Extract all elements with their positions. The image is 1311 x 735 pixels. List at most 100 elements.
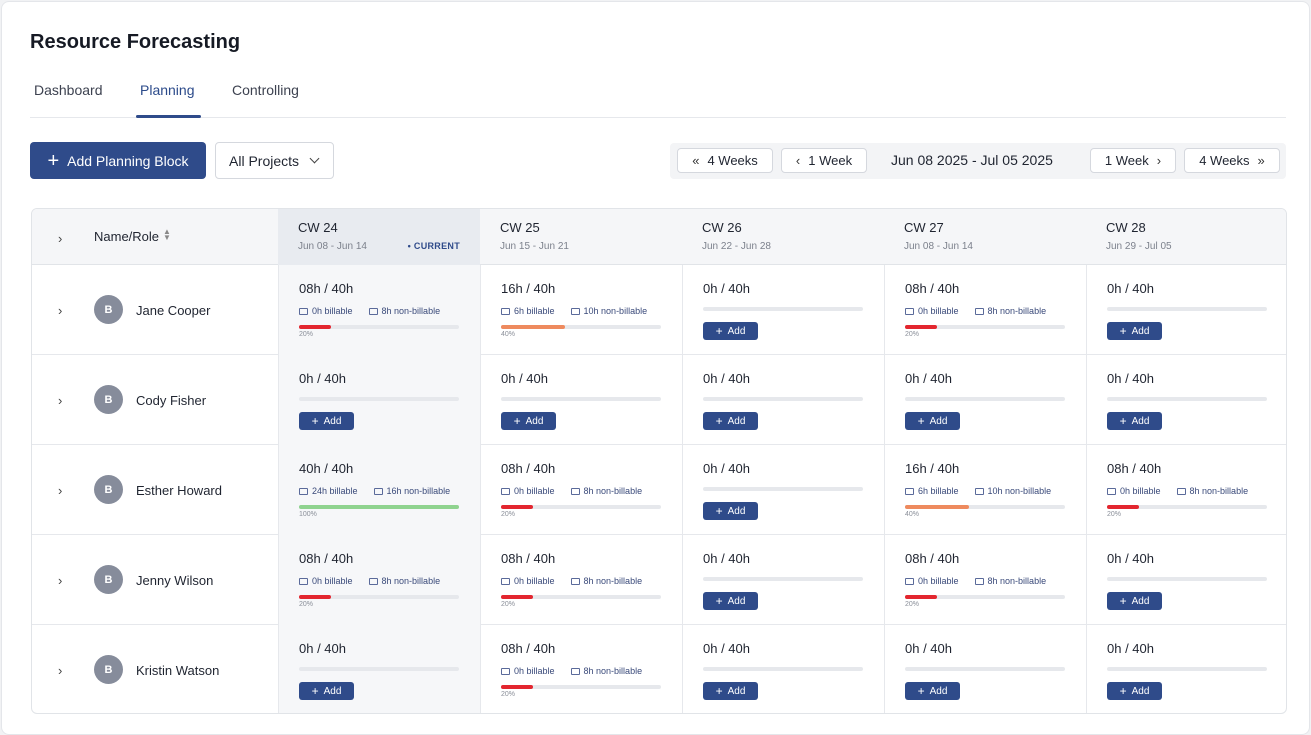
utilization-bar [703, 397, 863, 401]
active-tab-indicator [136, 115, 201, 118]
name-role-label: Name/Role [94, 229, 160, 244]
add-allocation-button[interactable]: + Add [703, 682, 758, 700]
plus-icon: + [917, 414, 925, 428]
expand-all-chevron-icon[interactable]: › [58, 231, 63, 246]
utilization-fill [299, 325, 331, 329]
tab-controlling[interactable]: Controlling [232, 82, 299, 98]
add-allocation-button[interactable]: + Add [1107, 322, 1162, 340]
planned-hours: 0h / 40h [703, 551, 750, 566]
utilization-percent: 20% [905, 601, 920, 608]
utilization-bar [905, 325, 1065, 329]
utilization-fill [501, 325, 565, 329]
utilization-bar [1107, 667, 1267, 671]
forward-4-weeks-button[interactable]: 4 Weeks » [1184, 148, 1280, 173]
add-planning-block-button[interactable]: + Add Planning Block [30, 142, 206, 179]
back-1-week-button[interactable]: ‹ 1 Week [781, 148, 867, 173]
billable-breakdown: 6h billable 10h non-billable [905, 486, 1051, 496]
expand-row-chevron-icon[interactable]: › [58, 573, 63, 588]
non-billable-icon [368, 578, 378, 585]
week-cell: 40h / 40h 24h billable 16h non-billable 100… [278, 445, 480, 535]
forward-4-weeks-label: 4 Weeks [1199, 153, 1250, 168]
week-dates: Jun 22 - Jun 28 [702, 241, 771, 252]
person-name: Jenny Wilson [136, 573, 214, 588]
person-name: Esther Howard [136, 483, 222, 498]
week-cell: 0h / 40h + Add [480, 355, 682, 445]
week-cell: 0h / 40h + Add [682, 535, 884, 625]
add-allocation-button[interactable]: + Add [299, 412, 354, 430]
add-allocation-button[interactable]: + Add [905, 412, 960, 430]
planned-hours: 0h / 40h [299, 641, 346, 656]
tab-dashboard[interactable]: Dashboard [34, 82, 103, 98]
week-header-1: CW 24 Jun 08 - Jun 14 • CURRENT [278, 209, 480, 265]
week-cell: 16h / 40h 6h billable 10h non-billable 40% [884, 445, 1086, 535]
billable-breakdown: 0h billable 8h non-billable [299, 306, 440, 316]
utilization-bar [501, 505, 661, 509]
planned-hours: 16h / 40h [905, 461, 960, 476]
week-cell: 08h / 40h 0h billable 8h non-billable 20% [480, 445, 682, 535]
add-allocation-button[interactable]: + Add [1107, 682, 1162, 700]
week-number: CW 28 [1106, 220, 1146, 235]
utilization-fill [501, 685, 533, 689]
tab-bar: Dashboard Planning Controlling [30, 72, 1286, 118]
utilization-percent: 20% [299, 601, 314, 608]
expand-row-chevron-icon[interactable]: › [58, 303, 63, 318]
add-allocation-button[interactable]: + Add [501, 412, 556, 430]
non-billable-hours: 8h non-billable [381, 576, 441, 586]
expand-row-chevron-icon[interactable]: › [58, 393, 63, 408]
billable-breakdown: 0h billable 8h non-billable [501, 576, 642, 586]
billable-hours: 0h billable [514, 666, 555, 676]
week-cell: 08h / 40h 0h billable 8h non-billable 20% [1086, 445, 1286, 535]
name-role-column-header[interactable]: Name/Role ▲ ▼ [94, 228, 171, 245]
plus-icon: + [47, 149, 60, 172]
add-allocation-button[interactable]: + Add [703, 502, 758, 520]
table-row: › B Jane Cooper 08h / 40h 0h billable 8h non-… [32, 265, 1286, 355]
non-billable-hours: 10h non-billable [583, 306, 648, 316]
tab-planning[interactable]: Planning [140, 82, 195, 98]
add-allocation-button[interactable]: + Add [1107, 592, 1162, 610]
add-allocation-button[interactable]: + Add [703, 412, 758, 430]
planned-hours: 0h / 40h [703, 281, 750, 296]
billable-breakdown: 0h billable 8h non-billable [1107, 486, 1248, 496]
add-allocation-button[interactable]: + Add [703, 592, 758, 610]
billable-breakdown: 0h billable 8h non-billable [905, 306, 1046, 316]
utilization-bar [1107, 397, 1267, 401]
billable-hours: 6h billable [918, 486, 959, 496]
utilization-bar [501, 397, 661, 401]
back-4-weeks-label: 4 Weeks [707, 153, 758, 168]
non-billable-hours: 8h non-billable [381, 306, 441, 316]
utilization-bar [501, 325, 661, 329]
avatar: B [94, 385, 123, 414]
billable-hours: 0h billable [918, 306, 959, 316]
week-cell: 0h / 40h + Add [884, 355, 1086, 445]
planned-hours: 08h / 40h [905, 281, 960, 296]
week-dates: Jun 29 - Jul 05 [1106, 241, 1172, 252]
forward-1-week-button[interactable]: 1 Week › [1090, 148, 1176, 173]
utilization-bar [703, 667, 863, 671]
avatar: B [94, 655, 123, 684]
add-allocation-button[interactable]: + Add [905, 682, 960, 700]
week-cell: 0h / 40h + Add [278, 625, 480, 713]
non-billable-hours: 8h non-billable [583, 666, 643, 676]
utilization-bar [905, 595, 1065, 599]
week-cell: 0h / 40h + Add [1086, 355, 1286, 445]
add-allocation-button[interactable]: + Add [299, 682, 354, 700]
utilization-fill [905, 505, 969, 509]
utilization-fill [905, 325, 937, 329]
non-billable-icon [974, 578, 984, 585]
billable-icon [905, 578, 914, 585]
week-cell: 0h / 40h + Add [682, 265, 884, 355]
add-allocation-button[interactable]: + Add [1107, 412, 1162, 430]
billable-icon [1107, 488, 1116, 495]
projects-select[interactable]: All Projects [215, 142, 334, 179]
add-allocation-button[interactable]: + Add [703, 322, 758, 340]
planned-hours: 0h / 40h [1107, 551, 1154, 566]
back-4-weeks-button[interactable]: « 4 Weeks [677, 148, 773, 173]
expand-row-chevron-icon[interactable]: › [58, 663, 63, 678]
non-billable-icon [1176, 488, 1186, 495]
utilization-bar [299, 325, 459, 329]
utilization-bar [299, 505, 459, 509]
expand-row-chevron-icon[interactable]: › [58, 483, 63, 498]
utilization-percent: 20% [299, 331, 314, 338]
billable-breakdown: 0h billable 8h non-billable [905, 576, 1046, 586]
